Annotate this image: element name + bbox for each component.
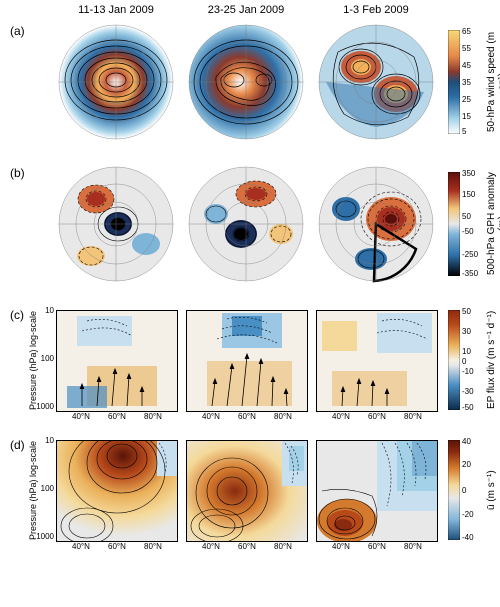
panel-c3 <box>316 310 438 412</box>
colorbar-d: 40 20 0 -20 -40 <box>448 440 460 540</box>
colorbar-c-label: EP flux div (m s⁻¹ d⁻¹) <box>486 310 497 410</box>
xtick-c1-60: 60°N <box>108 412 126 421</box>
ytick-d-1000: 1000 <box>30 532 54 541</box>
row-label-d: (d) <box>10 438 25 452</box>
colorbar-c-ticks: 50 30 10 0 -10 -30 -50 <box>462 310 486 410</box>
xtick-c3-80: 80°N <box>404 412 422 421</box>
ytick-c-1000: 1000 <box>30 402 54 411</box>
xtick-d3-80: 80°N <box>404 542 422 551</box>
panel-b2 <box>186 164 306 284</box>
row-label-c: (c) <box>10 308 24 322</box>
panel-d1 <box>56 440 178 542</box>
panel-d3 <box>316 440 438 542</box>
colorbar-a-ticks: 65 55 45 35 25 15 5 <box>462 30 486 134</box>
panel-b3 <box>316 164 436 284</box>
xtick-c3-40: 40°N <box>332 412 350 421</box>
col-title-3: 1-3 Feb 2009 <box>316 4 436 16</box>
colorbar-a: 65 55 45 35 25 15 5 <box>448 30 460 134</box>
colorbar-b-label: 500-hPa GPH anomaly (m) <box>486 172 500 276</box>
panel-d2 <box>186 440 308 542</box>
xtick-d1-60: 60°N <box>108 542 126 551</box>
xtick-d2-40: 40°N <box>202 542 220 551</box>
xtick-c1-80: 80°N <box>144 412 162 421</box>
ytick-d-100: 100 <box>30 484 54 493</box>
row-label-b: (b) <box>10 166 25 180</box>
xtick-d3-40: 40°N <box>332 542 350 551</box>
xtick-d2-60: 60°N <box>238 542 256 551</box>
xtick-d1-80: 80°N <box>144 542 162 551</box>
panel-c1 <box>56 310 178 412</box>
ytick-c-100: 100 <box>30 354 54 363</box>
xtick-c3-60: 60°N <box>368 412 386 421</box>
xtick-c1-40: 40°N <box>72 412 90 421</box>
xtick-d2-80: 80°N <box>274 542 292 551</box>
row-label-a: (a) <box>10 24 25 38</box>
colorbar-a-label: 50-hPa wind speed (m s⁻¹) <box>486 30 500 134</box>
xtick-c2-80: 80°N <box>274 412 292 421</box>
figure-grid: 11-13 Jan 2009 23-25 Jan 2009 1-3 Feb 20… <box>0 0 500 607</box>
panel-b1 <box>56 164 176 284</box>
xtick-c2-40: 40°N <box>202 412 220 421</box>
panel-a3 <box>316 22 436 142</box>
ytick-d-10: 10 <box>30 436 54 445</box>
xtick-d3-60: 60°N <box>368 542 386 551</box>
xtick-d1-40: 40°N <box>72 542 90 551</box>
xtick-c2-60: 60°N <box>238 412 256 421</box>
ytick-c-10: 10 <box>30 306 54 315</box>
panel-a2 <box>186 22 306 142</box>
col-title-2: 23-25 Jan 2009 <box>186 4 306 16</box>
colorbar-d-label: ū (m s⁻¹) <box>486 440 497 540</box>
col-title-1: 11-13 Jan 2009 <box>56 4 176 16</box>
colorbar-b-ticks: 350 150 50 -50 -250 -350 <box>462 172 486 276</box>
colorbar-d-ticks: 40 20 0 -20 -40 <box>462 440 486 540</box>
colorbar-b: 350 150 50 -50 -250 -350 <box>448 172 460 276</box>
colorbar-c: 50 30 10 0 -10 -30 -50 <box>448 310 460 410</box>
panel-a1 <box>56 22 176 142</box>
panel-c2 <box>186 310 308 412</box>
